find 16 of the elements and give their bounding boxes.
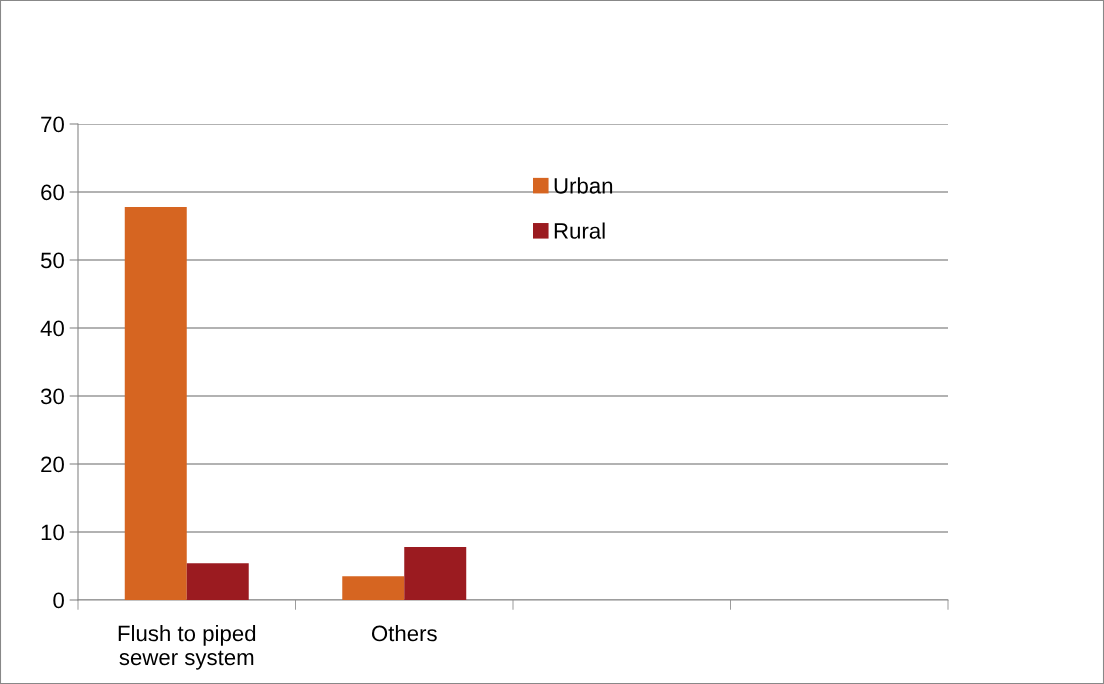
y-tick-label: 70 <box>41 116 64 133</box>
y-tick-label: 30 <box>40 388 64 405</box>
y-tick-label: 20 <box>41 456 64 473</box>
y-tick-label: 10 <box>41 524 64 541</box>
legend-label: Urban <box>554 177 613 194</box>
x-tick-label: Flush to piped sewer system <box>118 625 256 670</box>
y-tick-label: 60 <box>41 184 64 201</box>
y-tick-label: 50 <box>40 252 64 269</box>
bar <box>404 546 467 600</box>
bar <box>342 576 405 600</box>
x-tick-label: Others <box>371 625 437 642</box>
y-tick-label: 40 <box>40 320 64 337</box>
y-tick-label: 0 <box>53 592 64 609</box>
bar <box>186 563 249 600</box>
legend-label: Rural <box>554 222 605 239</box>
bar <box>124 206 187 600</box>
